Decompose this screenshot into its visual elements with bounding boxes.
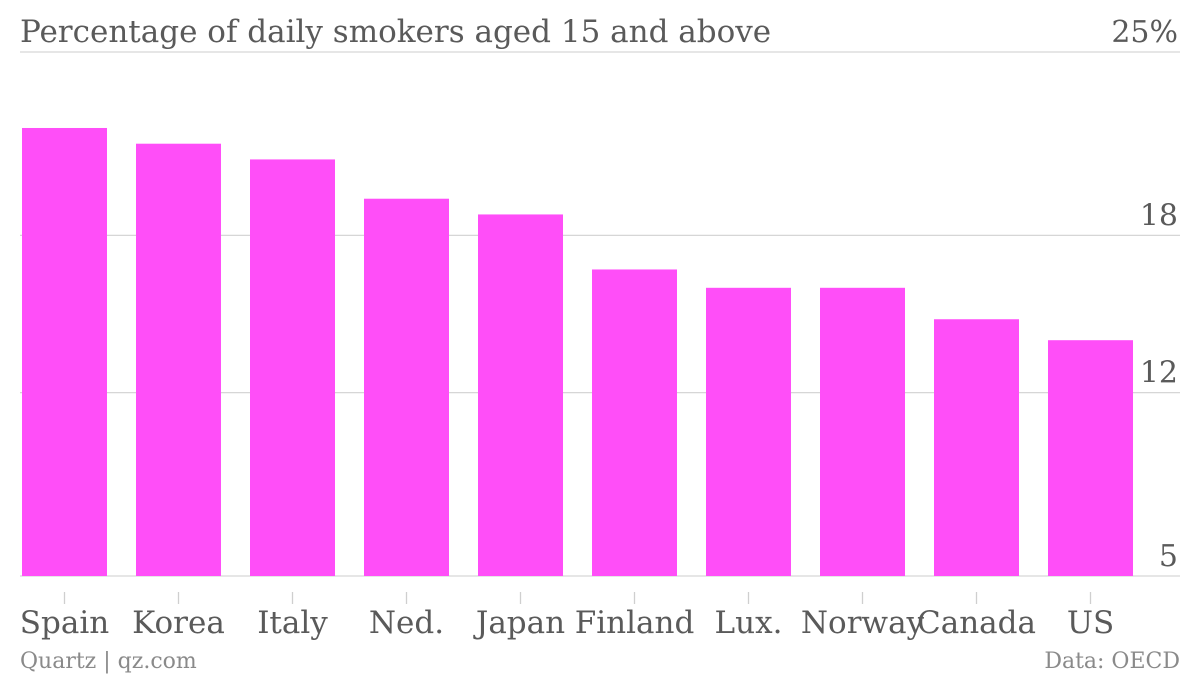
bar-ned [364, 198, 449, 576]
footer-source-right: Data: OECD [1044, 649, 1180, 674]
bars [22, 127, 1133, 577]
bar-italy [250, 159, 335, 577]
category-label: Korea [132, 605, 225, 641]
bar-japan [478, 214, 563, 576]
category-label: Japan [473, 605, 565, 641]
category-labels: Spain Korea Italy Ned. Japan Finland Lux. Norwa… [20, 605, 1114, 641]
category-label: US [1067, 605, 1114, 641]
category-label: Lux. [715, 605, 783, 641]
chart-title: Percentage of daily smokers aged 15 and … [20, 14, 771, 50]
bar-lux [706, 287, 791, 576]
y-tick-label: 18 [1140, 198, 1178, 233]
bar-us [1048, 340, 1133, 576]
bar-korea [136, 143, 221, 576]
bar-norway [820, 287, 905, 576]
bar-finland [592, 269, 677, 576]
category-label: Italy [257, 605, 328, 641]
footer-source-left: Quartz | qz.com [20, 649, 197, 674]
category-label: Canada [917, 605, 1036, 641]
bar-spain [22, 127, 107, 576]
y-tick-label: 5 [1159, 539, 1178, 574]
category-label: Norway [801, 605, 925, 641]
y-tick-label: 12 [1140, 356, 1178, 391]
category-label: Finland [575, 605, 695, 641]
bar-canada [934, 319, 1019, 576]
y-tick-labels: 5 12 18 25% [1111, 15, 1178, 574]
category-label: Spain [20, 605, 109, 641]
category-label: Ned. [369, 605, 444, 641]
y-tick-label: 25% [1111, 15, 1178, 50]
